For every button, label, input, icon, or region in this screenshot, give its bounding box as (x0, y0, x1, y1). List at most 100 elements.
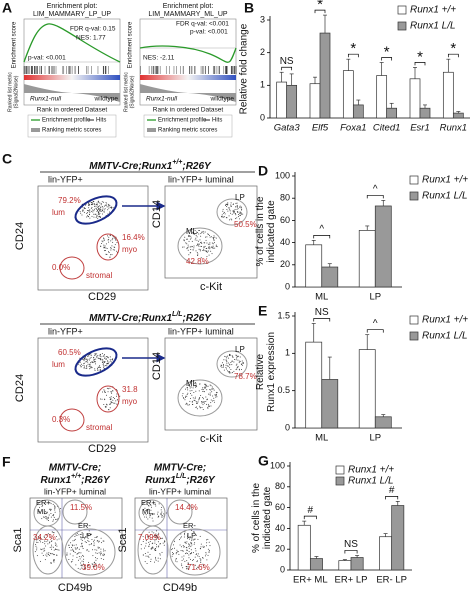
event-dot (202, 398, 204, 400)
event-dot (225, 356, 227, 358)
event-dot (187, 536, 189, 538)
event-dot (102, 207, 104, 209)
bracket (447, 53, 459, 58)
label: LIM_MAMMARY_ML_UP (148, 11, 228, 18)
event-dot (107, 239, 109, 241)
event-dot (226, 370, 228, 372)
event-dot (207, 243, 209, 245)
event-dot (109, 256, 111, 258)
legend-box (143, 114, 233, 138)
event-dot (224, 211, 226, 213)
event-dot (210, 399, 212, 401)
event-dot (96, 353, 98, 355)
event-dot (206, 242, 208, 244)
event-dot (189, 536, 191, 538)
event-dot (55, 535, 57, 537)
event-dot (193, 531, 195, 533)
event-dot (86, 210, 88, 212)
label: indicated gate (262, 486, 273, 549)
event-dot (110, 360, 112, 362)
event-dot (236, 204, 238, 206)
event-dot (105, 358, 107, 360)
event-dot (195, 550, 197, 552)
event-dot (51, 544, 53, 546)
event-dot (197, 566, 199, 568)
event-dot (204, 388, 206, 390)
event-dot (182, 567, 184, 569)
event-dot (102, 554, 104, 556)
event-dot (47, 516, 49, 518)
event-dot (44, 513, 46, 515)
event-dot (148, 505, 150, 507)
event-dot (86, 550, 88, 552)
event-dot (227, 362, 229, 364)
event-dot (202, 389, 204, 391)
event-dot (155, 544, 157, 546)
title-part: ;R26Y (81, 475, 111, 486)
event-dot (90, 366, 92, 368)
event-dot (116, 393, 118, 395)
event-dot (41, 518, 43, 520)
event-dot (107, 362, 109, 364)
event-dot (105, 243, 107, 245)
event-dot (160, 509, 162, 511)
event-dot (187, 389, 189, 391)
event-dot (110, 207, 112, 209)
event-dot (157, 516, 159, 518)
event-dot (94, 369, 96, 371)
event-dot (204, 386, 206, 388)
event-dot (83, 362, 85, 364)
title-part: MMTV-Cre;Runx1 (89, 161, 172, 172)
event-dot (155, 536, 157, 538)
label: lin-YFP+ luminal (149, 486, 211, 496)
event-dot (159, 558, 161, 560)
event-dot (87, 358, 89, 360)
x-tick-label: Runx1 (440, 123, 467, 134)
event-dot (195, 386, 197, 388)
event-dot (97, 357, 99, 359)
plot-frame (139, 18, 237, 106)
event-dot (104, 365, 106, 367)
label: NES: 1.77 (76, 35, 106, 42)
event-dot (229, 210, 231, 212)
event-dot (48, 520, 50, 522)
event-dot (186, 394, 188, 396)
event-dot (191, 552, 193, 554)
event-dot (193, 392, 195, 394)
event-dot (41, 549, 43, 551)
event-dot (236, 217, 238, 219)
event-dot (190, 235, 192, 237)
label: lin-YFP+ luminal (44, 486, 106, 496)
event-dot (179, 539, 181, 541)
event-dot (193, 233, 195, 235)
event-dot (56, 545, 58, 547)
event-dot (83, 207, 85, 209)
event-dot (166, 512, 168, 514)
event-dot (103, 361, 105, 363)
event-dot (242, 213, 244, 215)
event-dot (197, 243, 199, 245)
event-dot (80, 366, 82, 368)
event-dot (200, 233, 202, 235)
event-dot (213, 389, 215, 391)
y-tick-label: 40 (280, 237, 290, 247)
label: CD14 (151, 200, 163, 228)
event-dot (102, 364, 104, 366)
event-dot (202, 250, 204, 252)
event-dot (193, 565, 195, 567)
event-dot (81, 214, 83, 216)
legend-swatch (335, 476, 345, 486)
event-dot (198, 566, 200, 568)
event-dot (239, 360, 241, 362)
event-dot (84, 357, 86, 359)
event-dot (227, 365, 229, 367)
event-dot (100, 209, 102, 211)
event-dot (242, 361, 244, 363)
legend-label: Runx1 L/L (410, 21, 456, 32)
event-dot (96, 369, 98, 371)
event-dot (111, 359, 113, 361)
event-dot (188, 557, 190, 559)
event-dot (204, 236, 206, 238)
event-dot (225, 205, 227, 207)
label: 79.2% (58, 196, 81, 205)
